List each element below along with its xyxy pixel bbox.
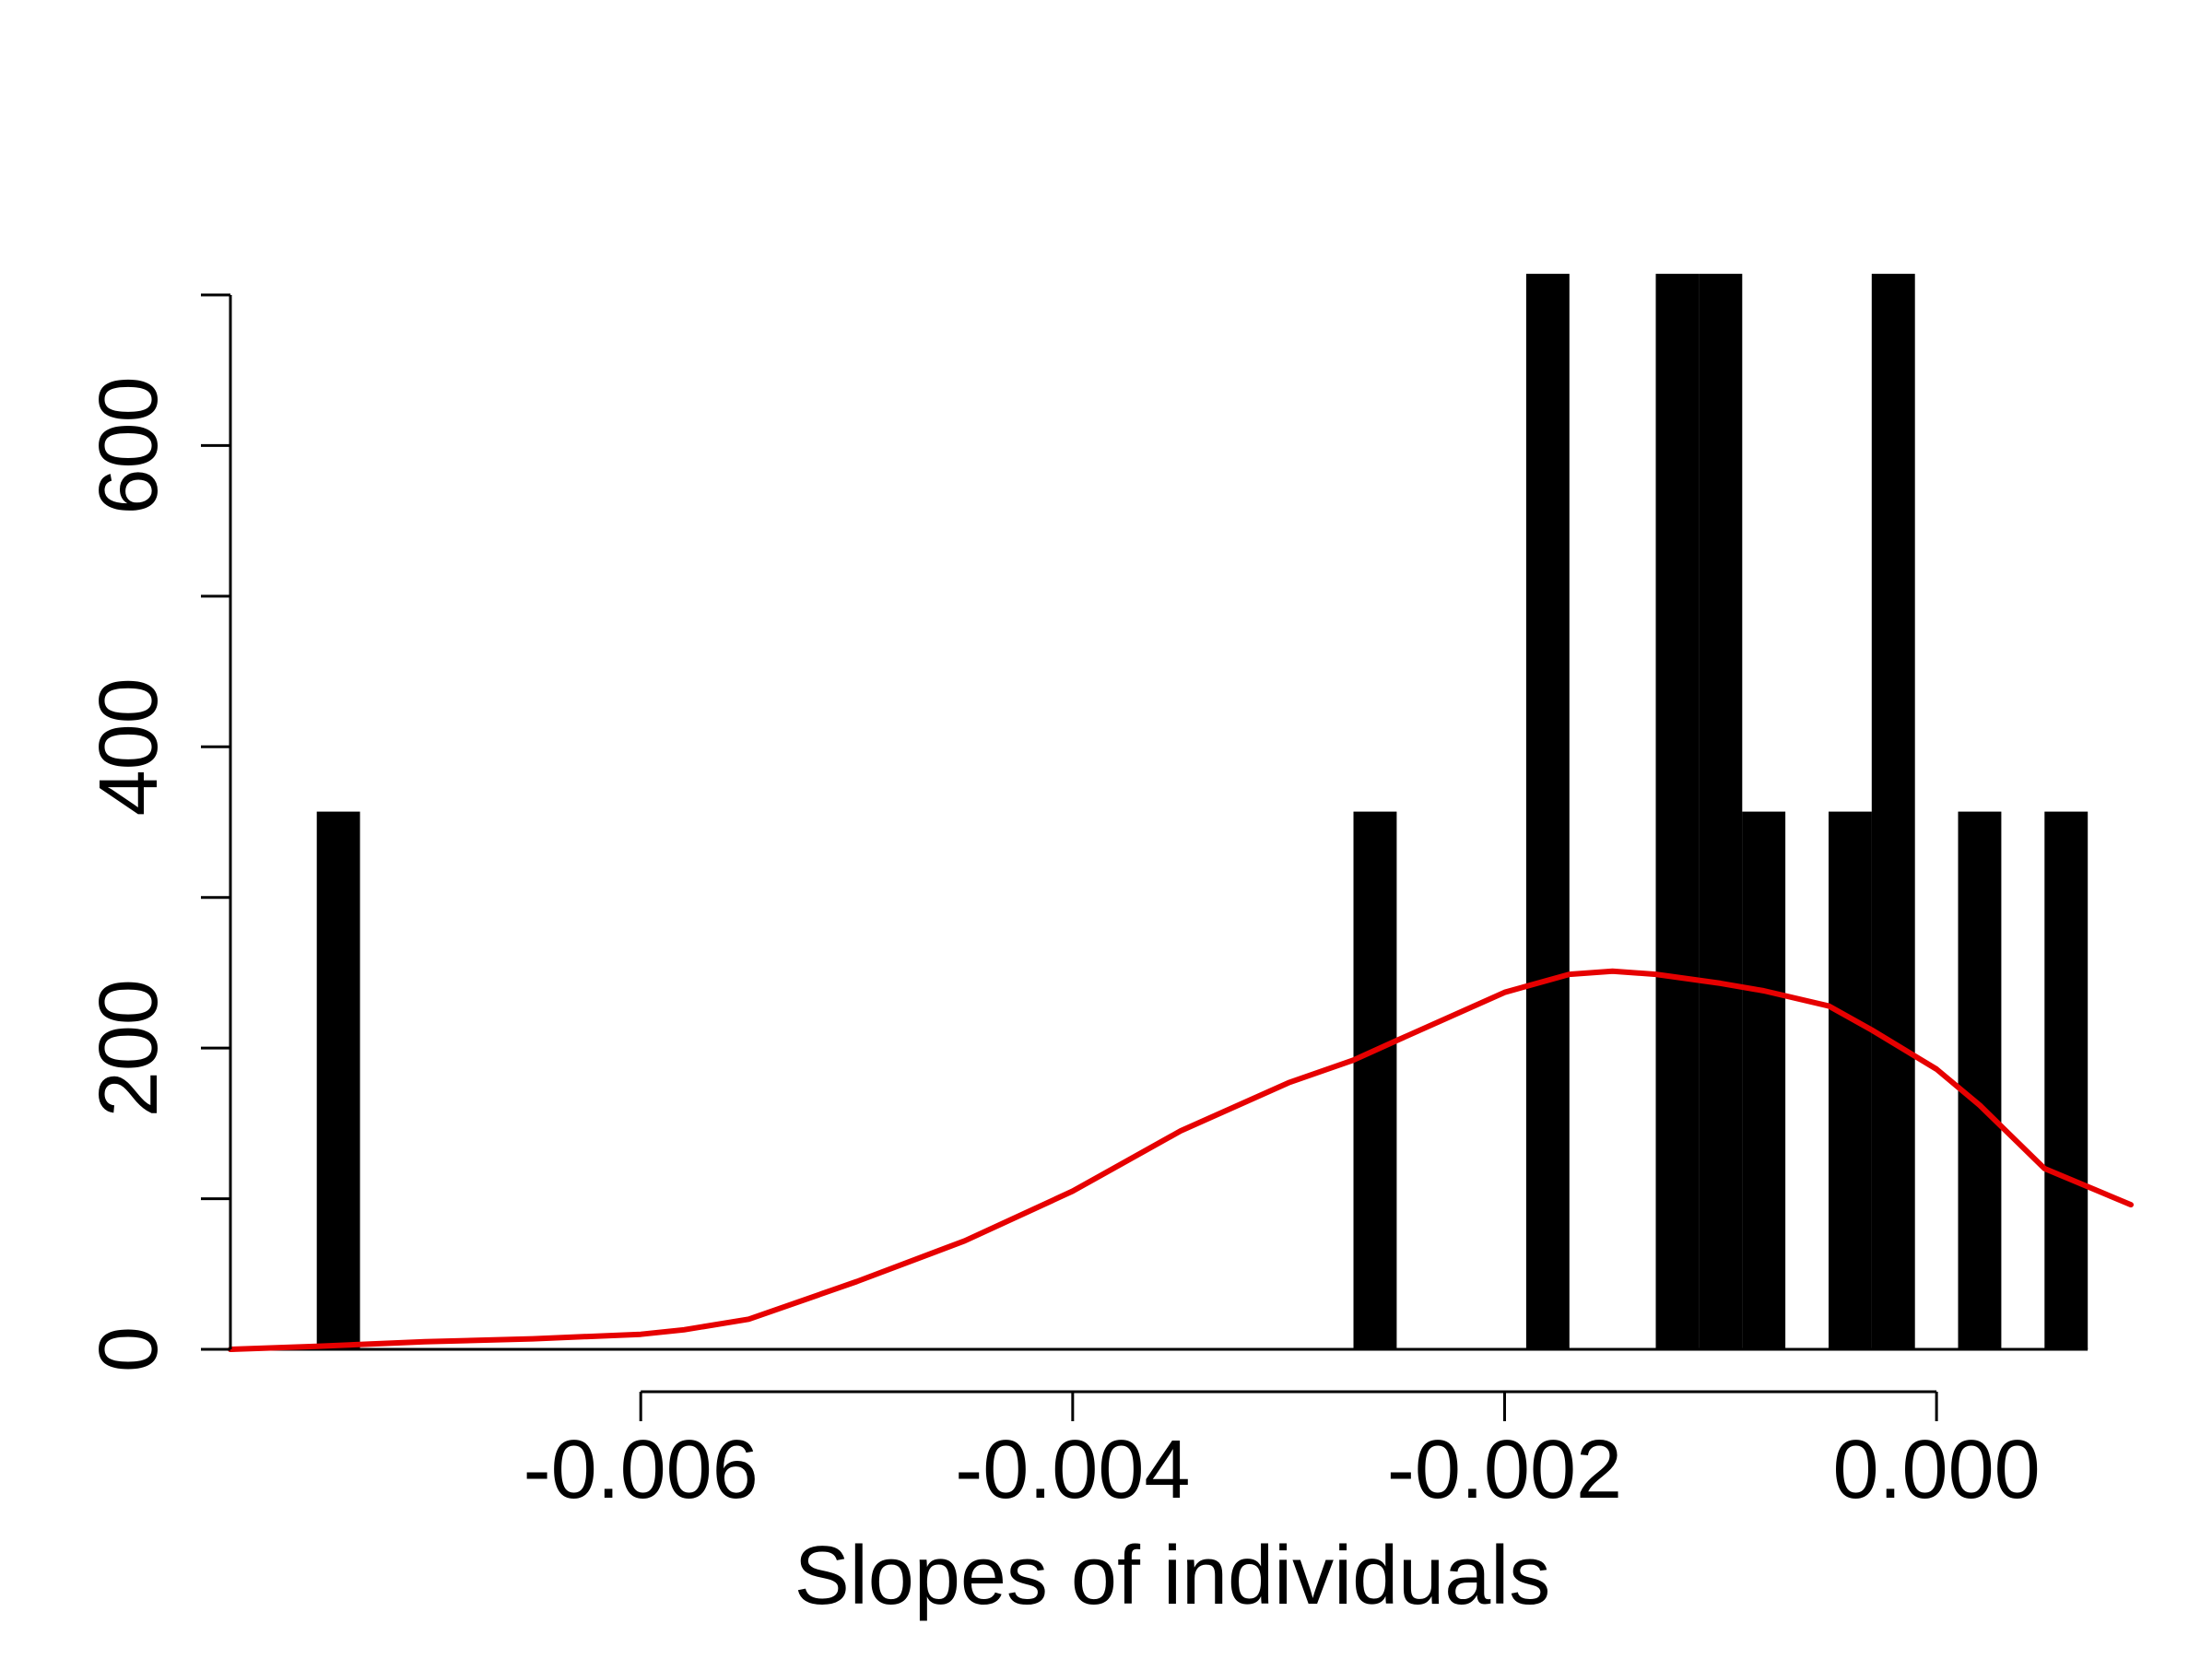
y-tick-label-1: 200 [83, 979, 175, 1117]
x-axis-title: Slopes of individuals [794, 1530, 1551, 1622]
histogram-bar-8 [1958, 811, 2002, 1349]
density-curve-group [228, 968, 2134, 1352]
histogram-bar-5 [1742, 811, 1786, 1349]
histogram-bar-2 [1525, 274, 1570, 1350]
histogram-bar-0 [316, 811, 360, 1349]
y-tick-label-2: 400 [83, 677, 175, 816]
x-tick-label-0: -0.006 [524, 1424, 759, 1516]
y-axis: 0 200 400 600 [83, 293, 232, 1372]
histogram-bar-9 [2044, 811, 2088, 1349]
histogram-bar-6 [1829, 811, 1872, 1349]
histogram-bar-1 [1353, 811, 1397, 1349]
histogram-bar-4 [1699, 274, 1743, 1350]
histogram-bar-3 [1655, 274, 1700, 1350]
histogram-bar-7 [1871, 274, 1915, 1350]
y-tick-label-0: 0 [83, 1326, 175, 1372]
x-tick-label-2: -0.002 [1387, 1424, 1622, 1516]
x-tick-label-3: 0.000 [1832, 1424, 2040, 1516]
histogram-bars [230, 274, 2088, 1351]
x-axis: -0.006 -0.004 -0.002 0.000 [524, 1390, 2041, 1516]
density-curve-0 [228, 968, 2134, 1352]
y-tick-label-3: 600 [83, 376, 175, 514]
x-tick-label-1: -0.004 [955, 1424, 1190, 1516]
